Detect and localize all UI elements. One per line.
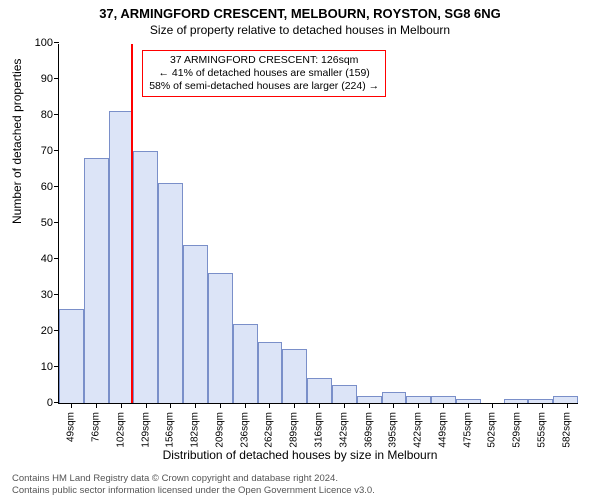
x-tick-mark: [245, 403, 246, 408]
y-tick-mark: [54, 114, 59, 115]
x-tick-label: 316sqm: [314, 412, 325, 448]
bar: [158, 183, 183, 403]
x-tick-mark: [146, 403, 147, 408]
x-tick-mark: [71, 403, 72, 408]
bar: [208, 273, 233, 403]
x-tick-label: 502sqm: [487, 412, 498, 448]
bar: [382, 392, 407, 403]
bar: [357, 396, 382, 403]
bar: [307, 378, 332, 403]
x-tick-label: 129sqm: [140, 412, 151, 448]
bar: [109, 111, 134, 403]
y-tick-label: 70: [23, 145, 53, 157]
x-axis-label: Distribution of detached houses by size …: [0, 448, 600, 462]
y-tick-mark: [54, 78, 59, 79]
x-tick-mark: [269, 403, 270, 408]
bar: [258, 342, 283, 403]
x-tick-label: 156sqm: [165, 412, 176, 448]
plot-area: 37 ARMINGFORD CRESCENT: 126sqm ← 41% of …: [58, 44, 578, 404]
bar: [528, 399, 553, 403]
x-tick-label: 369sqm: [363, 412, 374, 448]
x-tick-mark: [567, 403, 568, 408]
x-tick-mark: [195, 403, 196, 408]
y-axis-label: Number of detached properties: [10, 59, 24, 224]
footer-line2: Contains public sector information licen…: [12, 485, 375, 496]
bar: [183, 245, 208, 403]
y-tick-mark: [54, 258, 59, 259]
y-tick-label: 50: [23, 217, 53, 229]
x-tick-mark: [369, 403, 370, 408]
y-tick-mark: [54, 402, 59, 403]
annotation-line1: 37 ARMINGFORD CRESCENT: 126sqm: [149, 54, 379, 67]
x-tick-mark: [319, 403, 320, 408]
x-tick-label: 422sqm: [413, 412, 424, 448]
x-tick-label: 342sqm: [338, 412, 349, 448]
x-tick-label: 395sqm: [388, 412, 399, 448]
annotation-line2: ← 41% of detached houses are smaller (15…: [149, 67, 379, 80]
bar: [332, 385, 357, 403]
y-tick-label: 20: [23, 325, 53, 337]
y-tick-mark: [54, 186, 59, 187]
y-tick-mark: [54, 330, 59, 331]
y-tick-mark: [54, 42, 59, 43]
y-tick-label: 40: [23, 253, 53, 265]
x-tick-mark: [443, 403, 444, 408]
x-tick-label: 49sqm: [66, 412, 77, 442]
y-tick-mark: [54, 222, 59, 223]
x-tick-label: 76sqm: [91, 412, 102, 442]
y-tick-label: 60: [23, 181, 53, 193]
y-tick-label: 30: [23, 289, 53, 301]
x-tick-label: 529sqm: [512, 412, 523, 448]
x-tick-mark: [468, 403, 469, 408]
bar: [504, 399, 529, 403]
y-tick-label: 100: [23, 37, 53, 49]
y-tick-label: 10: [23, 361, 53, 373]
chart-subtitle: Size of property relative to detached ho…: [0, 23, 600, 37]
x-tick-label: 262sqm: [264, 412, 275, 448]
y-tick-label: 0: [23, 397, 53, 409]
x-tick-mark: [121, 403, 122, 408]
y-tick-mark: [54, 150, 59, 151]
chart-container: 37, ARMINGFORD CRESCENT, MELBOURN, ROYST…: [0, 0, 600, 500]
reference-line: [131, 44, 133, 403]
bar: [233, 324, 258, 403]
x-tick-label: 475sqm: [462, 412, 473, 448]
x-tick-mark: [294, 403, 295, 408]
x-tick-label: 582sqm: [561, 412, 572, 448]
bar: [431, 396, 456, 403]
x-tick-label: 236sqm: [239, 412, 250, 448]
x-tick-mark: [418, 403, 419, 408]
bar: [84, 158, 109, 403]
x-tick-mark: [393, 403, 394, 408]
bar: [282, 349, 307, 403]
y-tick-mark: [54, 294, 59, 295]
bars-group: [59, 44, 578, 403]
footer-text: Contains HM Land Registry data © Crown c…: [12, 473, 375, 496]
x-tick-label: 182sqm: [190, 412, 201, 448]
y-tick-mark: [54, 366, 59, 367]
y-tick-label: 90: [23, 73, 53, 85]
x-tick-label: 102sqm: [115, 412, 126, 448]
x-tick-mark: [517, 403, 518, 408]
x-tick-label: 209sqm: [214, 412, 225, 448]
bar: [59, 309, 84, 403]
bar: [406, 396, 431, 403]
y-tick-label: 80: [23, 109, 53, 121]
chart-title: 37, ARMINGFORD CRESCENT, MELBOURN, ROYST…: [0, 0, 600, 21]
x-tick-mark: [492, 403, 493, 408]
bar: [133, 151, 158, 403]
x-tick-label: 449sqm: [437, 412, 448, 448]
footer-line1: Contains HM Land Registry data © Crown c…: [12, 473, 375, 484]
x-tick-mark: [542, 403, 543, 408]
x-tick-mark: [220, 403, 221, 408]
bar: [553, 396, 578, 403]
annotation-line3: 58% of semi-detached houses are larger (…: [149, 80, 379, 93]
x-tick-mark: [170, 403, 171, 408]
annotation-box: 37 ARMINGFORD CRESCENT: 126sqm ← 41% of …: [142, 50, 386, 97]
x-tick-label: 555sqm: [536, 412, 547, 448]
x-tick-label: 289sqm: [289, 412, 300, 448]
x-tick-mark: [96, 403, 97, 408]
x-tick-mark: [344, 403, 345, 408]
